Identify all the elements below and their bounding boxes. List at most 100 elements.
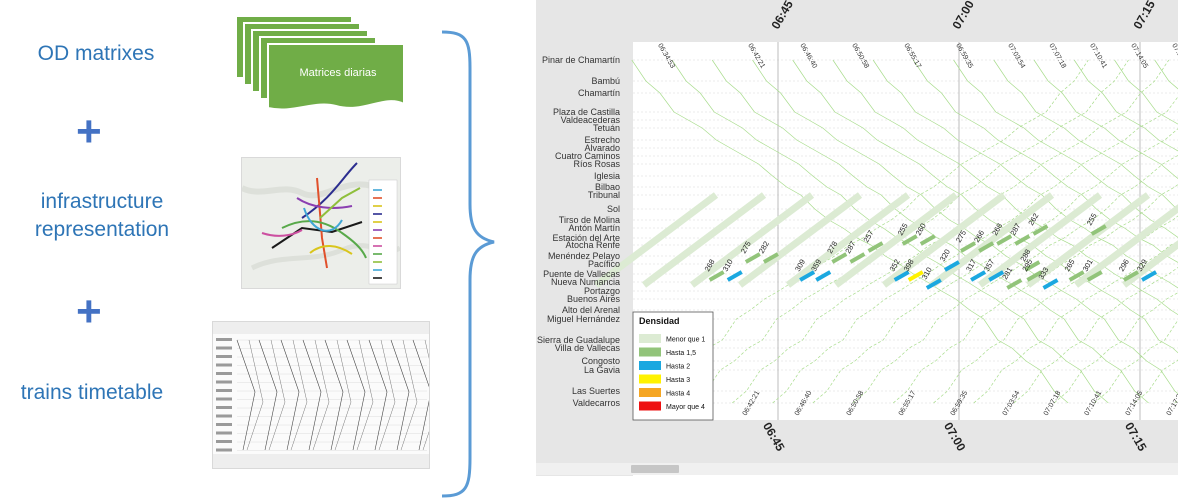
density-band — [593, 192, 719, 288]
label-line: trains timetable — [20, 381, 164, 404]
timetable-thumbnail — [212, 321, 440, 469]
density-segment — [831, 252, 848, 264]
density-band — [641, 192, 767, 288]
density-segment — [996, 234, 1013, 246]
label-line: representation — [34, 218, 170, 241]
station-label: Alto del Arenal — [562, 305, 620, 315]
density-band — [929, 192, 1055, 288]
density-segment — [799, 270, 816, 282]
label-infrastructure-representation: infrastructure representation — [8, 188, 196, 244]
train-path — [953, 59, 1178, 238]
thumb-station-label — [216, 440, 232, 443]
station-label: Estación del Arte — [552, 233, 620, 243]
density-segment — [1090, 224, 1107, 236]
label-od-matrixes: OD matrixes — [24, 40, 168, 68]
thumb-station-label — [216, 389, 232, 392]
train-path — [812, 128, 1178, 404]
thumb-station-label — [216, 346, 232, 350]
station-label: La Gavia — [584, 365, 620, 375]
legend-swatch — [639, 361, 661, 370]
density-segment — [988, 270, 1005, 282]
legend-item-label: Menor que 1 — [666, 337, 705, 344]
train-path — [1073, 59, 1178, 152]
density-segment — [978, 241, 995, 253]
thumb-train-path — [400, 339, 418, 451]
density-segment — [1006, 278, 1023, 290]
station-label: Pacífico — [588, 259, 620, 269]
thumb-train-path — [324, 339, 344, 451]
station-label: Estrecho — [584, 135, 620, 145]
station-label: Buenos Aires — [567, 294, 621, 304]
thumb-station-label — [216, 397, 232, 401]
train-path — [913, 59, 1178, 263]
label-line: infrastructure — [40, 190, 164, 213]
density-segment — [1122, 270, 1139, 282]
station-label: Bambú — [591, 76, 620, 86]
train-path — [651, 59, 1089, 404]
station-label: Menéndez Pelayo — [548, 251, 620, 261]
thumb-train-path — [302, 339, 322, 451]
train-path — [892, 184, 1178, 404]
legend-item-label: Hasta 4 — [666, 391, 690, 398]
station-label: Bilbao — [595, 182, 620, 192]
thumb-station-label — [216, 423, 232, 426]
train-path — [1094, 319, 1178, 404]
station-label: Alvarado — [584, 143, 620, 153]
doc-stack-label: Matrices diarias — [299, 67, 377, 79]
station-label: Plaza de Castilla — [553, 107, 620, 117]
station-label: Congosto — [581, 356, 620, 366]
station-label: Chamartín — [578, 88, 620, 98]
plus-sign-1: + — [76, 107, 102, 156]
thumb-train-path — [236, 339, 256, 451]
curly-brace-shape — [441, 30, 495, 498]
matrices-diarias-documents: Matrices diarias — [235, 15, 408, 122]
plus-sign-2: + — [76, 287, 102, 336]
density-band — [737, 192, 863, 288]
station-label: Miguel Hernández — [547, 314, 621, 324]
station-label: Tribunal — [588, 190, 620, 200]
train-path — [671, 59, 1109, 404]
thumb-station-label — [216, 363, 232, 367]
density-segment — [815, 270, 832, 282]
thumb-train-path — [356, 339, 374, 451]
density-segment — [726, 270, 743, 282]
station-label: Tirso de Molina — [559, 215, 620, 225]
thumb-station-label — [216, 406, 232, 409]
density-segment — [970, 270, 987, 282]
train-path — [852, 154, 1178, 404]
train-path — [631, 59, 1069, 404]
density-segment — [925, 278, 942, 290]
station-label: Nueva Numancia — [551, 277, 620, 287]
legend-item-label: Hasta 3 — [666, 377, 690, 384]
density-band — [833, 192, 959, 288]
legend-swatch — [639, 347, 661, 357]
train-path — [752, 59, 1178, 395]
density-segment — [960, 241, 977, 253]
density-segment — [943, 260, 960, 272]
label-line: OD matrixes — [37, 42, 155, 65]
density-band — [1025, 192, 1151, 288]
thumb-train-path — [246, 339, 264, 451]
station-label: Sierra de Guadalupe — [537, 335, 620, 345]
train-path — [973, 241, 1178, 404]
metro-map-image — [240, 158, 402, 288]
label-trains-timetable: trains timetable — [10, 379, 174, 407]
legend-swatch — [639, 334, 661, 343]
horizontal-scrollbar[interactable] — [536, 463, 1178, 475]
scrollbar-thumb[interactable] — [631, 465, 679, 473]
thumb-train-path — [368, 339, 388, 451]
train-path — [933, 215, 1178, 404]
thumb-train-path — [258, 339, 278, 451]
density-segment — [762, 252, 779, 264]
legend-swatch — [639, 401, 661, 411]
density-segment — [1032, 224, 1049, 236]
train-path — [1033, 59, 1178, 179]
thumb-station-label — [216, 355, 232, 358]
station-label: Sol — [607, 204, 620, 214]
thumb-train-path — [280, 339, 300, 451]
thumb-train-path — [390, 339, 410, 451]
legend-title: Densidad — [639, 316, 680, 326]
station-label: Iglesia — [594, 171, 620, 181]
legend-item-label: Hasta 2 — [666, 364, 690, 371]
